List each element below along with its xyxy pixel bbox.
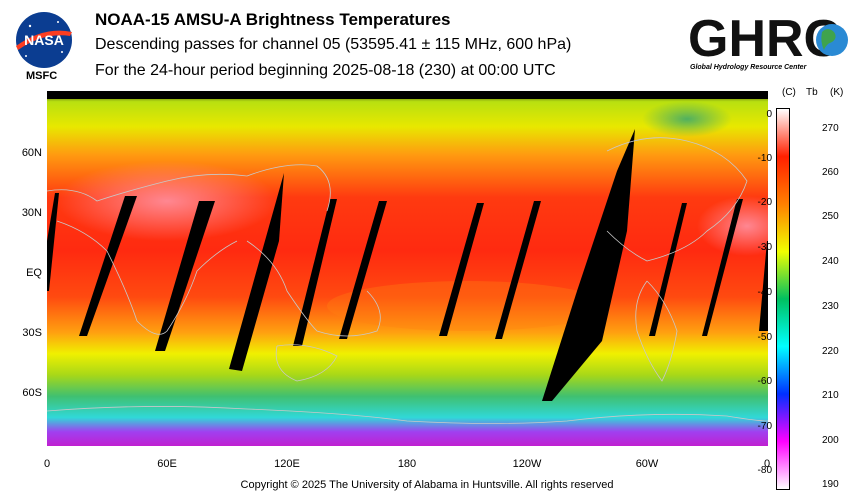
period-text: For the 24-hour period beginning 2025-08… <box>95 62 556 79</box>
colorbar-unit-kelvin: (K) <box>830 87 844 98</box>
lat-label: 60S <box>22 387 42 399</box>
colorbar-celsius-tick: -10 <box>757 153 772 164</box>
colorbar-kelvin-tick: 230 <box>822 301 839 312</box>
coastlines <box>47 137 768 424</box>
ghrc-logo: GHRC <box>688 10 848 68</box>
colorbar-celsius-tick: -60 <box>757 376 772 387</box>
nasa-logo: NASA <box>16 12 72 68</box>
nasa-sub-label: MSFC <box>26 70 58 82</box>
colorbar-kelvin-tick: 200 <box>822 435 839 446</box>
lon-label: 60E <box>157 458 177 470</box>
lon-label: 120W <box>512 458 542 470</box>
colorbar-celsius-tick: -40 <box>757 287 772 298</box>
page-subtitle: Descending passes for channel 05 (53595.… <box>95 36 572 53</box>
lon-label: 180 <box>397 458 417 470</box>
colorbar-kelvin-tick: 210 <box>822 390 839 401</box>
colorbar-kelvin-tick: 250 <box>822 211 839 222</box>
copyright-text: Copyright © 2025 The University of Alaba… <box>240 479 614 491</box>
colorbar-celsius-tick: -30 <box>757 242 772 253</box>
colorbar-kelvin-tick: 220 <box>822 346 839 357</box>
lat-label: 30S <box>22 327 42 339</box>
colorbar-kelvin-tick: 240 <box>822 256 839 267</box>
lon-label: 60W <box>635 458 659 470</box>
data-gap-swaths <box>47 129 768 401</box>
colorbar-unit-celsius: (C) <box>782 87 796 98</box>
colorbar-kelvin-tick: 270 <box>822 123 839 134</box>
lat-label: EQ <box>26 267 42 279</box>
lat-label: 30N <box>21 207 42 219</box>
colorbar-celsius-tick: -70 <box>757 421 772 432</box>
lon-label: 0 <box>43 458 51 470</box>
colorbar-kelvin-tick: 190 <box>822 479 839 490</box>
lon-label: 120E <box>274 458 300 470</box>
colorbar-celsius-tick: -50 <box>757 332 772 343</box>
colorbar-celsius-tick: 0 <box>766 109 772 120</box>
lat-label: 60N <box>21 147 42 159</box>
brightness-temperature-map <box>47 91 768 446</box>
colorbar-celsius-tick: -80 <box>757 465 772 476</box>
nasa-wordmark: NASA <box>24 32 64 48</box>
ghrc-wordmark: GHRC <box>688 10 841 68</box>
colorbar-celsius-tick: -20 <box>757 197 772 208</box>
lon-label: 0 <box>763 458 771 470</box>
colorbar <box>776 108 790 490</box>
page-title: NOAA-15 AMSU-A Brightness Temperatures <box>95 10 451 29</box>
colorbar-unit-tb: Tb <box>806 87 818 98</box>
ghrc-sub-label: Global Hydrology Resource Center <box>690 64 807 71</box>
colorbar-kelvin-tick: 260 <box>822 167 839 178</box>
